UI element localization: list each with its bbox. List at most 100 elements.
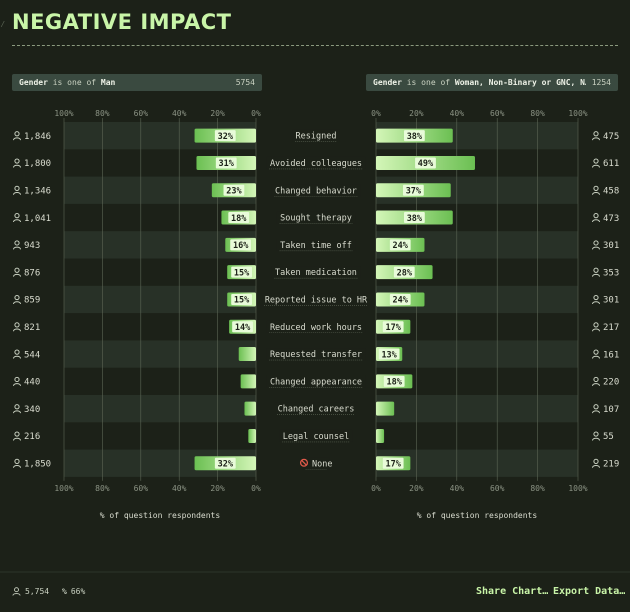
category-label-bg [276,238,356,251]
person-icon [13,240,21,250]
x-tick-label-right: 80% [530,109,545,118]
data-label-bg-right [389,239,411,251]
person-icon-head [593,404,599,410]
data-label-bg-right [383,375,405,387]
pin-icon: ⁄ [0,20,6,30]
person-icon-body [13,410,21,414]
person-icon-head [593,322,599,328]
data-label-right: 24% [393,241,409,251]
data-label-left: 14% [235,323,251,333]
person-icon-head [14,131,20,137]
x-tick-label-right: 100% [568,484,587,493]
category-label: Avoided colleagues [270,159,362,169]
footer-respondents: 5,754 [12,587,49,596]
person-icon-body [13,219,21,223]
data-label-bg-right [403,212,425,224]
category-label: Resigned [296,132,337,142]
count-right: 107 [603,405,619,415]
data-label-bg-right [382,321,404,333]
data-label-left: 23% [226,186,242,196]
person-icon-head [593,158,599,164]
person-icon [592,267,600,277]
person-icon [592,131,600,141]
category-label-bg [261,293,371,306]
data-label-left: 18% [231,214,247,224]
person-icon-body [13,273,21,277]
x-tick-label-right: 100% [568,109,587,118]
person-icon-body [13,328,21,332]
category-label-bg [266,375,366,388]
data-label-right: 13% [381,350,397,360]
data-label-right: 28% [397,268,413,278]
filter-right-text: Gender is one of Woman, Non-Binary or GN… [373,78,586,87]
count-right: 161 [603,350,619,360]
x-tick-label-left: 20% [210,484,225,493]
data-label-right: 38% [407,132,423,142]
x-tick-label-right: 0% [371,484,381,493]
row-band-right [376,395,578,423]
count-left: 1,846 [24,132,51,142]
category-label: Changed appearance [270,377,362,387]
category-label-bg [302,457,330,470]
person-icon-body [592,355,600,359]
row-band-left [64,340,256,368]
x-tick-label-right: 60% [490,484,505,493]
filter-left-value: Man [100,78,116,87]
filter-right-prefix: Gender [373,78,402,87]
person-icon-body [13,465,21,468]
person-icon [592,322,600,332]
x-tick-label-left: 40% [172,109,187,118]
person-icon-body [13,301,21,305]
x-tick-label-left: 60% [134,484,149,493]
x-tick-label-right: 80% [530,484,545,493]
person-icon-head [593,376,599,383]
category-label-bg [266,156,366,169]
data-label-left: 15% [234,268,250,278]
count-left: 544 [24,350,40,360]
filter-left[interactable]: Gender is one of Man 5754 [12,74,262,91]
person-icon-body [592,164,600,168]
data-label-left: 32% [218,132,234,142]
export-data-button[interactable]: Export Data… [553,586,626,597]
person-icon-body [592,246,600,250]
row-band-left [64,285,256,314]
none-icon-ring [299,458,309,467]
filter-right-value: Woman, Non-Binary or GNC, N… [454,78,586,87]
filter-right-op: is one of [406,78,451,87]
category-label-bg [271,266,361,279]
person-icon-head [14,349,20,355]
person-icon [592,431,600,441]
data-label-right: 24% [393,296,409,306]
share-chart-button[interactable]: Share Chart… [476,586,549,597]
category-label: Legal counsel [283,432,350,442]
person-icon-body [592,273,600,277]
data-label-bg-right [378,348,400,360]
none-icon [299,458,309,467]
footer-respondents-value: 5,754 [25,587,50,596]
count-right: 220 [603,378,619,388]
count-left: 340 [24,405,40,415]
bar-left [238,347,256,362]
person-icon-head [14,322,20,328]
person-icon-head [593,458,599,464]
person-icon-body [592,192,600,195]
count-left: 1,850 [24,459,51,469]
category-label-bg [274,402,358,415]
count-right: 55 [603,432,614,442]
x-tick-label-right: 60% [490,109,505,118]
person-icon [13,458,21,468]
x-tick-label-left: 0% [251,484,261,493]
data-label-bg-right [402,184,424,196]
data-label-bg-right [393,266,415,278]
x-tick-label-left: 100% [54,484,73,493]
count-left: 216 [24,432,40,442]
person-icon [13,294,21,305]
page-title: NEGATIVE IMPACT [12,10,232,34]
filter-right[interactable]: Gender is one of Woman, Non-Binary or GN… [366,74,618,91]
person-icon-head [14,376,20,383]
bar-left [248,428,256,443]
data-label-bg-left [223,184,245,196]
count-left: 1,800 [24,159,51,169]
category-label: Sought therapy [280,214,352,224]
